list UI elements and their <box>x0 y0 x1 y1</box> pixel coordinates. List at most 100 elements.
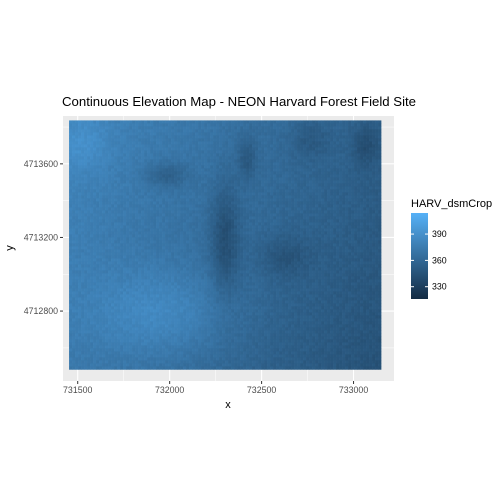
raster-cell <box>318 120 322 124</box>
raster-cell <box>282 192 286 196</box>
raster-cell <box>240 207 244 211</box>
raster-cell <box>108 150 112 154</box>
raster-cell <box>225 261 229 265</box>
raster-cell <box>348 174 352 178</box>
raster-cell <box>378 198 382 202</box>
raster-cell <box>243 150 247 154</box>
raster-cell <box>111 195 115 199</box>
raster-cell <box>348 153 352 157</box>
raster-cell <box>303 237 307 241</box>
raster-cell <box>189 180 193 184</box>
raster-cell <box>186 258 190 262</box>
raster-cell <box>78 192 82 196</box>
raster-cell <box>351 231 355 235</box>
raster-cell <box>273 210 277 214</box>
raster-cell <box>99 147 103 151</box>
raster-cell <box>150 156 154 160</box>
raster-cell <box>336 204 340 208</box>
raster-cell <box>210 237 214 241</box>
raster-cell <box>171 240 175 244</box>
raster-cell <box>153 207 157 211</box>
raster-cell <box>348 135 352 139</box>
raster-cell <box>267 201 271 205</box>
raster-cell <box>246 159 250 163</box>
raster-cell <box>294 249 298 253</box>
raster-cell <box>231 246 235 250</box>
raster-cell <box>279 195 283 199</box>
raster-cell <box>360 255 364 259</box>
raster-cell <box>174 201 178 205</box>
raster-cell <box>156 159 160 163</box>
raster-cell <box>288 219 292 223</box>
raster-cell <box>189 147 193 151</box>
raster-cell <box>105 150 109 154</box>
raster-cell <box>222 219 226 223</box>
raster-cell <box>228 195 232 199</box>
raster-cell <box>198 213 202 217</box>
raster-cell <box>291 126 295 130</box>
raster-cell <box>363 150 367 154</box>
raster-cell <box>90 141 94 145</box>
raster-cell <box>336 216 340 220</box>
raster-cell <box>243 180 247 184</box>
raster-cell <box>180 192 184 196</box>
raster-cell <box>213 159 217 163</box>
raster-cell <box>108 165 112 169</box>
raster-cell <box>312 183 316 187</box>
raster-cell <box>306 204 310 208</box>
raster-cell <box>291 261 295 265</box>
raster-cell <box>117 120 121 124</box>
raster-cell <box>309 240 313 244</box>
raster-cell <box>189 174 193 178</box>
raster-cell <box>123 150 127 154</box>
raster-cell <box>81 135 85 139</box>
raster-cell <box>183 207 187 211</box>
raster-cell <box>258 147 262 151</box>
raster-cell <box>258 183 262 187</box>
raster-cell <box>213 237 217 241</box>
raster-cell <box>174 216 178 220</box>
raster-cell <box>204 198 208 202</box>
raster-cell <box>138 123 142 127</box>
raster-cell <box>150 240 154 244</box>
raster-cell <box>366 228 370 232</box>
raster-cell <box>261 162 265 166</box>
raster-cell <box>150 252 154 256</box>
raster-cell <box>87 159 91 163</box>
raster-cell <box>330 126 334 130</box>
raster-cell <box>222 129 226 133</box>
raster-cell <box>261 129 265 133</box>
raster-cell <box>84 159 88 163</box>
raster-cell <box>306 195 310 199</box>
raster-cell <box>123 237 127 241</box>
raster-cell <box>216 213 220 217</box>
raster-cell <box>180 228 184 232</box>
raster-cell <box>225 240 229 244</box>
raster-cell <box>300 204 304 208</box>
raster-cell <box>120 210 124 214</box>
raster-cell <box>360 210 364 214</box>
raster-cell <box>213 234 217 238</box>
raster-cell <box>93 210 97 214</box>
raster-cell <box>105 129 109 133</box>
raster-cell <box>207 231 211 235</box>
raster-cell <box>114 177 118 181</box>
raster-cell <box>243 156 247 160</box>
raster-cell <box>75 216 79 220</box>
raster-cell <box>150 159 154 163</box>
raster-cell <box>207 162 211 166</box>
raster-cell <box>246 120 250 124</box>
raster-cell <box>87 144 91 148</box>
raster-cell <box>246 123 250 127</box>
raster-cell <box>174 147 178 151</box>
raster-cell <box>234 153 238 157</box>
raster-cell <box>345 225 349 229</box>
raster-cell <box>255 174 259 178</box>
raster-cell <box>117 147 121 151</box>
raster-cell <box>204 135 208 139</box>
raster-cell <box>279 129 283 133</box>
raster-cell <box>279 150 283 154</box>
raster-cell <box>72 186 76 190</box>
raster-cell <box>171 135 175 139</box>
raster-cell <box>273 183 277 187</box>
